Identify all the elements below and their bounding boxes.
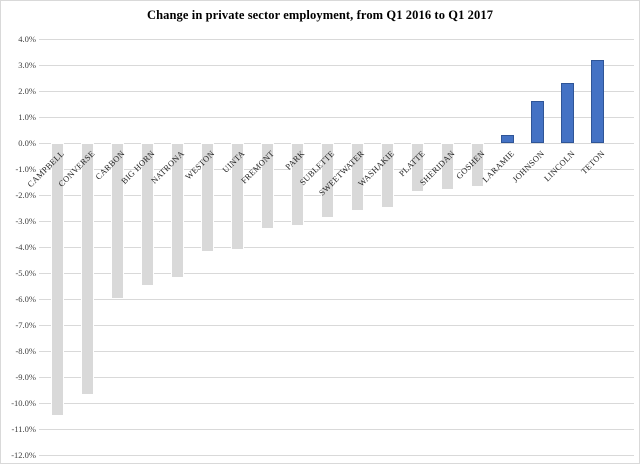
bar-laramie	[500, 135, 514, 143]
gridline	[39, 221, 634, 222]
bar-lincoln	[560, 83, 574, 143]
bar-fremont	[260, 143, 274, 229]
y-tick-label: -4.0%	[15, 242, 36, 252]
y-tick-label: 3.0%	[18, 60, 36, 70]
y-tick-label: -1.0%	[15, 164, 36, 174]
bar-natrona	[170, 143, 184, 279]
gridline	[39, 377, 634, 378]
gridline	[39, 247, 634, 248]
gridline	[39, 39, 634, 40]
gridline	[39, 351, 634, 352]
gridline	[39, 299, 634, 300]
gridline	[39, 325, 634, 326]
chart-title: Change in private sector employment, fro…	[146, 8, 494, 22]
bar-washakie	[380, 143, 394, 208]
bar-park	[290, 143, 304, 227]
bar-campbell	[50, 143, 64, 416]
gridline	[39, 455, 634, 456]
bar-sheridan	[440, 143, 454, 190]
y-tick-label: -2.0%	[15, 190, 36, 200]
y-tick-label: -7.0%	[15, 320, 36, 330]
y-tick-label: -9.0%	[15, 372, 36, 382]
y-tick-label: 2.0%	[18, 86, 36, 96]
bar-sublette	[320, 143, 334, 219]
gridline	[39, 273, 634, 274]
gridline	[39, 403, 634, 404]
y-tick-label: 1.0%	[18, 112, 36, 122]
bar-teton	[590, 59, 604, 143]
bar-johnson	[530, 101, 544, 143]
y-tick-label: -11.0%	[11, 424, 36, 434]
bar-weston	[200, 143, 214, 253]
bar-big-horn	[140, 143, 154, 286]
y-tick-label: -12.0%	[11, 450, 36, 460]
gridline	[39, 143, 634, 144]
x-label-teton: TETON	[578, 148, 607, 177]
bar-uinta	[230, 143, 244, 250]
bar-carbon	[110, 143, 124, 299]
y-tick-label: 0.0%	[18, 138, 36, 148]
y-tick-label: -5.0%	[15, 268, 36, 278]
bar-sweetwater	[350, 143, 364, 211]
y-tick-label: -3.0%	[15, 216, 36, 226]
gridline	[39, 169, 634, 170]
y-tick-label: -10.0%	[11, 398, 36, 408]
x-label-lincoln: LINCOLN	[541, 148, 577, 184]
gridline	[39, 429, 634, 430]
bar-converse	[80, 143, 94, 396]
y-tick-label: -8.0%	[15, 346, 36, 356]
gridline	[39, 195, 634, 196]
bar-goshen	[470, 143, 484, 188]
y-tick-label: 4.0%	[18, 34, 36, 44]
gridline	[39, 91, 634, 92]
y-tick-label: -6.0%	[15, 294, 36, 304]
bar-platte	[410, 143, 424, 193]
gridline	[39, 65, 634, 66]
gridline	[39, 117, 634, 118]
x-label-johnson: JOHNSON	[510, 148, 547, 185]
